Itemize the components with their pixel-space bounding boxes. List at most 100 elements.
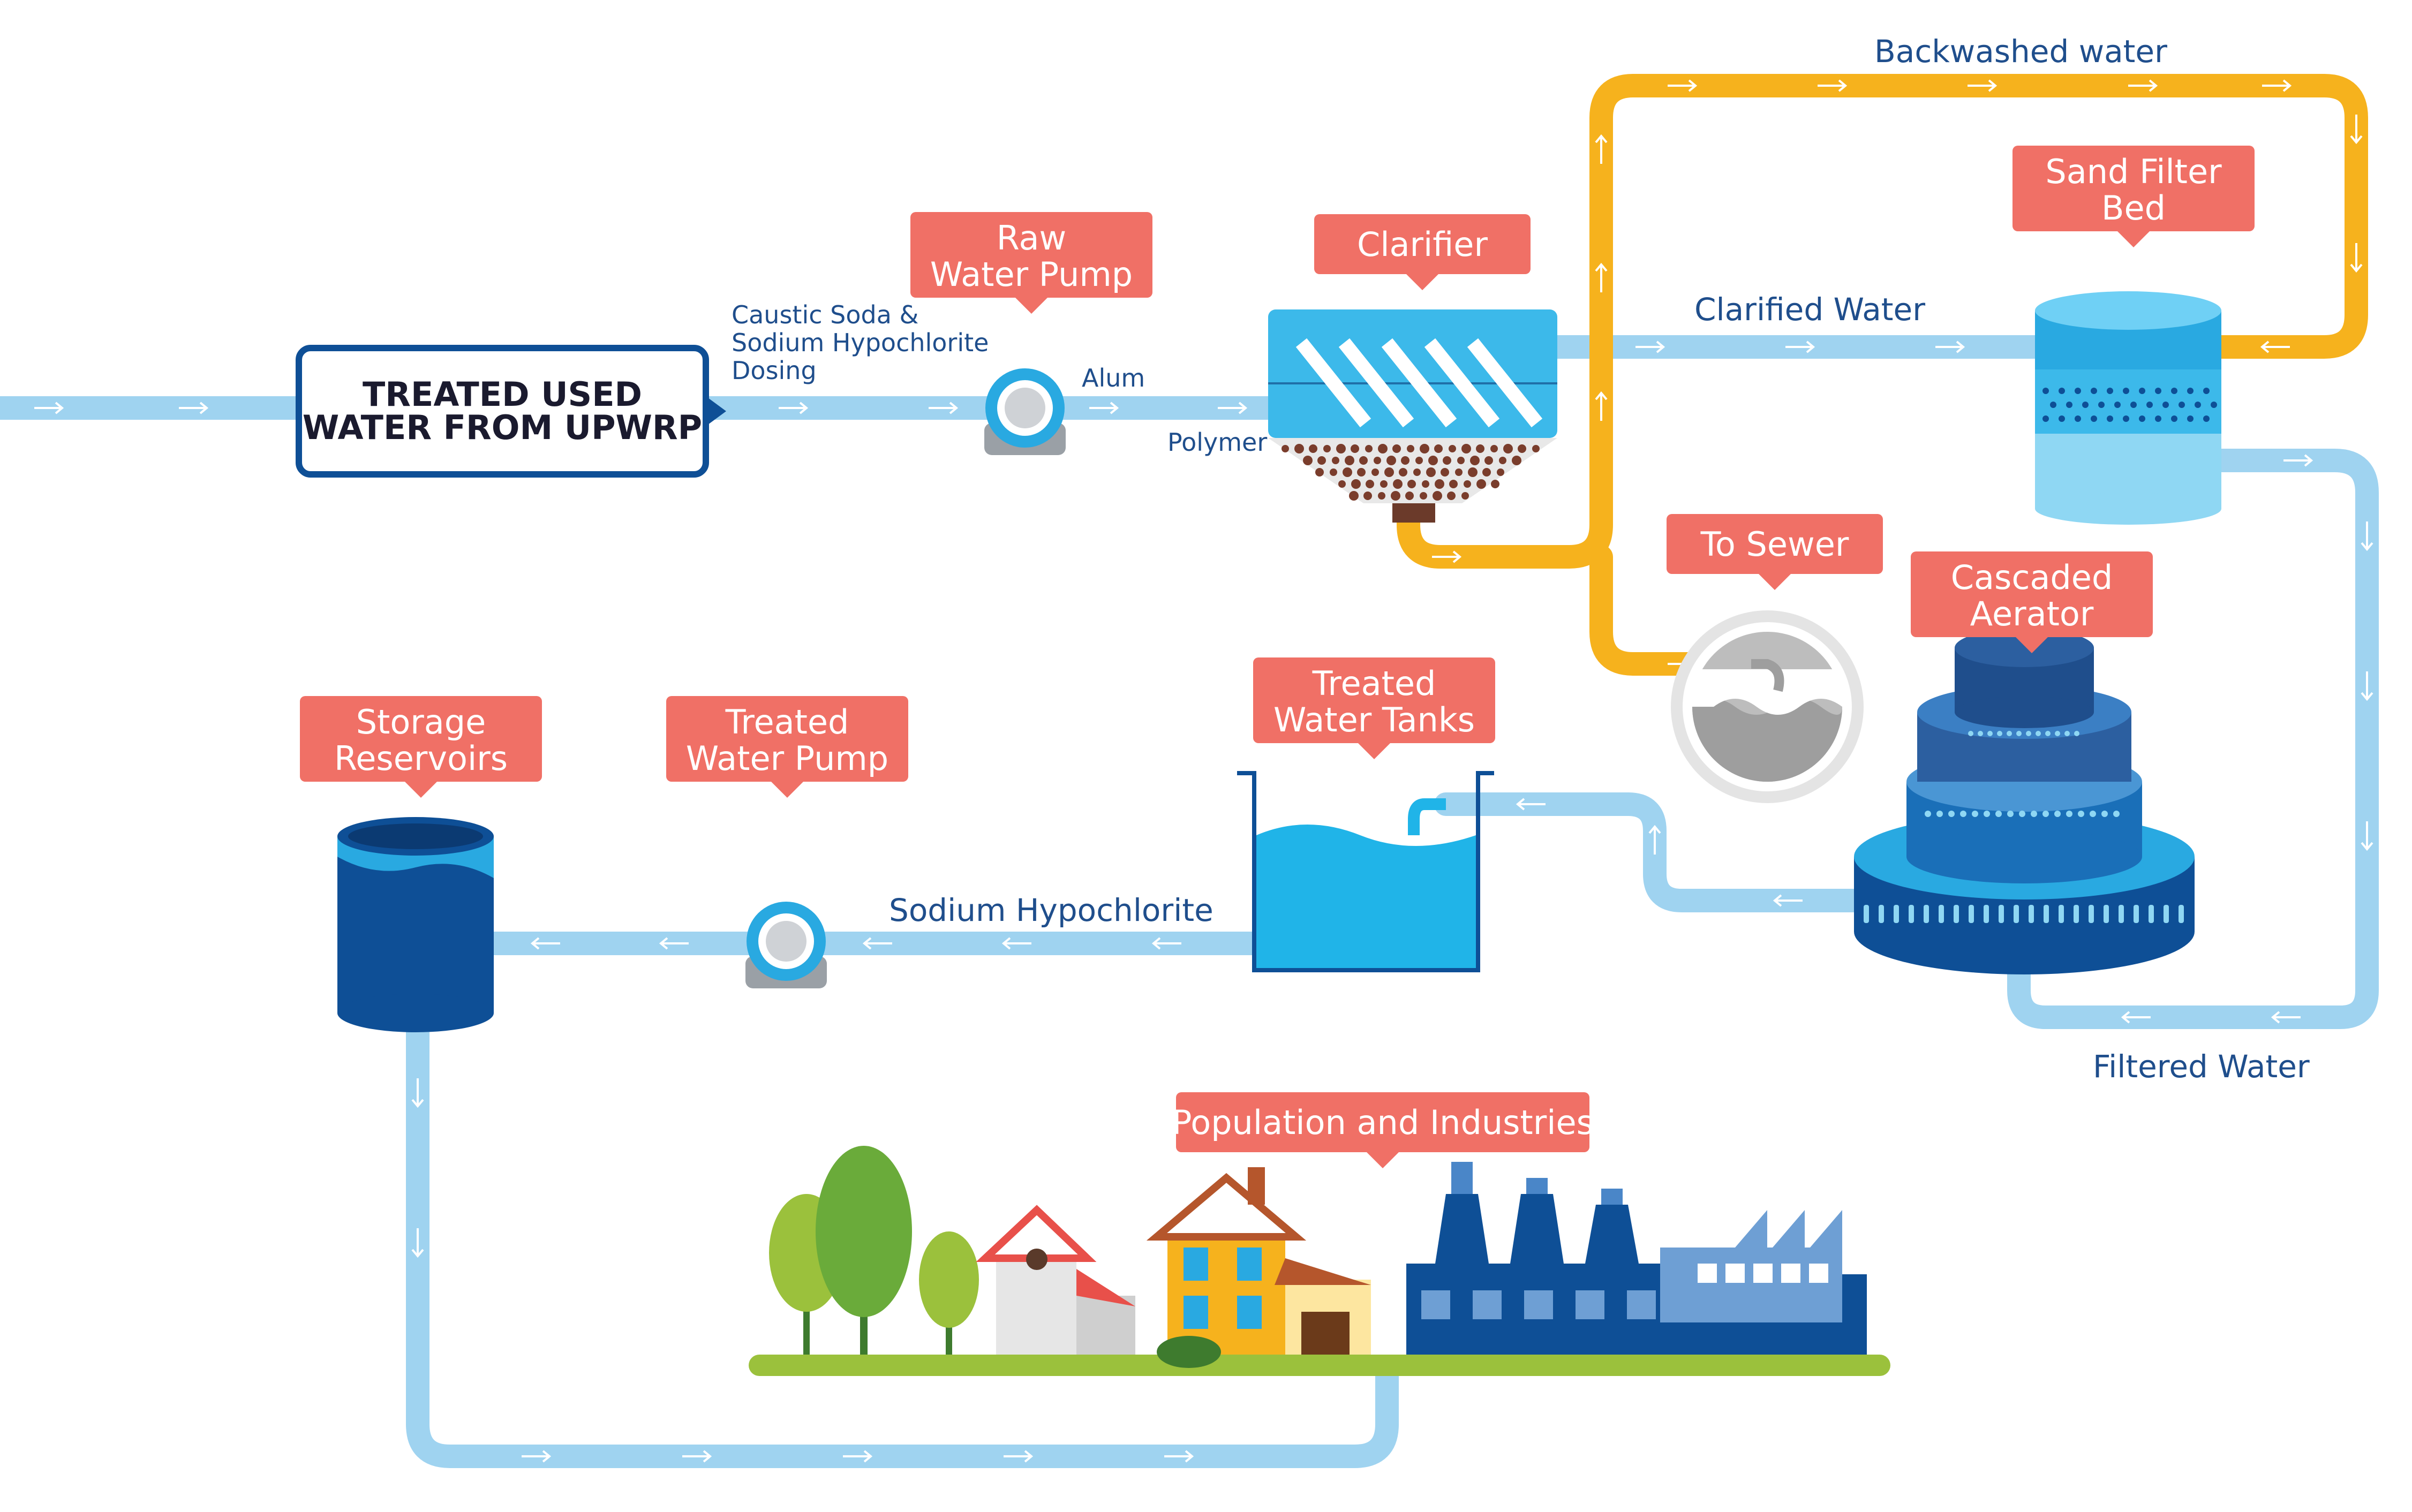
label-treated-tanks: Treated Water Tanks <box>1253 657 1495 759</box>
flow-arrow <box>1516 798 1546 811</box>
label-population: Population and Industries <box>1172 1092 1594 1168</box>
flow-arrow <box>2361 521 2373 551</box>
dosing-line-1: Caustic Soda & <box>732 300 918 329</box>
flow-arrow <box>1218 402 1248 414</box>
white-house <box>976 1205 1135 1355</box>
flow-arrow <box>1935 341 1965 353</box>
flow-arrow <box>779 402 809 414</box>
flow-arrow <box>2271 1011 2301 1024</box>
flow-arrow <box>1595 134 1608 164</box>
flow-arrow <box>530 937 560 950</box>
label-raw-water-pump: Raw Water Pump <box>910 212 1152 314</box>
flow-arrow <box>682 1450 712 1463</box>
label-treated-pump: Treated Water Pump <box>666 696 908 798</box>
label-raw-line-2: Water Pump <box>930 255 1133 294</box>
yellow-house <box>1146 1167 1371 1368</box>
dosing-text: Caustic Soda & Sodium Hypochlorite Dosin… <box>732 300 1267 457</box>
label-raw-line-1: Raw <box>997 218 1066 258</box>
label-sand-line-2: Bed <box>2101 188 2166 228</box>
label-tanks-line-2: Water Tanks <box>1273 700 1475 739</box>
alum-label: Alum <box>1082 364 1145 392</box>
town-illustration <box>749 1146 1890 1376</box>
distribution-pipe <box>406 1006 1399 1468</box>
label-aerator-line-2: Aerator <box>1970 594 2094 633</box>
flow-arrow <box>2283 454 2313 467</box>
sodium-hypochlorite-label: Sodium Hypochlorite <box>889 892 1213 928</box>
flow-arrow <box>1773 894 1803 907</box>
flow-arrow <box>2128 79 2158 92</box>
flow-arrow <box>1635 341 1665 353</box>
label-clarifier-text: Clarifier <box>1357 225 1488 264</box>
label-sand-line-1: Sand Filter <box>2045 152 2222 191</box>
label-tanks-line-1: Treated <box>1312 664 1436 703</box>
source-line-1: TREATED USED <box>363 375 642 414</box>
flow-arrow <box>1595 391 1608 421</box>
ground <box>749 1355 1890 1376</box>
backwashed-water-label: Backwashed water <box>1874 33 2167 70</box>
polymer-label: Polymer <box>1167 428 1267 457</box>
flow-arrow <box>1004 1450 1034 1463</box>
filtered-water-pipe <box>2007 449 2379 1029</box>
label-storage: Storage Reservoirs <box>300 696 542 798</box>
sand-filter-bed <box>2035 291 2221 525</box>
storage-reservoir <box>337 817 494 1032</box>
label-to-sewer: To Sewer <box>1667 514 1883 590</box>
flow-arrow <box>2350 115 2363 145</box>
clarifier <box>1268 309 1557 523</box>
flow-arrows <box>34 79 2373 1463</box>
aerator-outlet-pipe <box>1434 792 1865 912</box>
flow-arrow <box>2121 1011 2151 1024</box>
clarified-water-label: Clarified Water <box>1694 291 1925 328</box>
cascaded-aerator <box>1854 629 2195 974</box>
flow-arrow <box>862 937 892 950</box>
label-clarifier: Clarifier <box>1314 214 1531 290</box>
flow-arrow <box>411 1078 424 1108</box>
label-aerator: Cascaded Aerator <box>1911 551 2153 653</box>
trees <box>769 1146 979 1355</box>
treated-water-tank <box>1237 771 1494 972</box>
label-tpump-line-2: Water Pump <box>686 739 888 778</box>
source-box: TREATED USED WATER FROM UPWRP <box>296 345 726 478</box>
flow-arrow <box>1968 79 1998 92</box>
flow-arrow <box>1818 79 1848 92</box>
to-sewer-pipe <box>1589 545 1763 676</box>
flow-arrow <box>179 402 209 414</box>
flow-arrow <box>1151 937 1181 950</box>
flow-arrow <box>929 402 959 414</box>
flow-arrow <box>843 1450 873 1463</box>
flow-arrow <box>1648 825 1661 855</box>
raw-water-pump <box>984 368 1066 455</box>
flow-arrow <box>1785 341 1815 353</box>
flow-arrow <box>659 937 689 950</box>
dosing-line-3: Dosing <box>732 356 817 385</box>
dosing-line-2: Sodium Hypochlorite <box>732 328 989 357</box>
flow-arrow <box>2361 821 2373 851</box>
flow-arrow <box>1164 1450 1194 1463</box>
flow-arrow <box>411 1228 424 1258</box>
flow-arrow <box>1432 550 1462 563</box>
flow-arrow <box>2361 671 2373 701</box>
flow-arrow <box>1668 79 1698 92</box>
label-sand-filter: Sand Filter Bed <box>2012 146 2255 247</box>
sewer <box>1671 610 1864 803</box>
flow-arrow <box>1089 402 1119 414</box>
treated-water-pump <box>745 902 827 988</box>
label-tpump-line-1: Treated <box>725 702 849 742</box>
factory <box>1406 1162 1867 1355</box>
filtered-water-label: Filtered Water <box>2093 1048 2310 1085</box>
flow-arrow <box>2262 79 2292 92</box>
label-storage-line-2: Reservoirs <box>334 739 508 778</box>
label-population-text: Population and Industries <box>1172 1103 1594 1142</box>
flow-arrow <box>1001 937 1031 950</box>
source-line-2: WATER FROM UPWRP <box>303 408 702 447</box>
flow-arrow <box>34 402 64 414</box>
label-sewer-text: To Sewer <box>1700 525 1849 564</box>
flow-arrow <box>2350 243 2363 273</box>
flow-arrow <box>522 1450 552 1463</box>
label-aerator-line-1: Cascaded <box>1951 558 2113 597</box>
label-storage-line-1: Storage <box>356 702 486 742</box>
flow-arrow <box>1595 262 1608 292</box>
flow-arrow <box>2260 341 2290 353</box>
